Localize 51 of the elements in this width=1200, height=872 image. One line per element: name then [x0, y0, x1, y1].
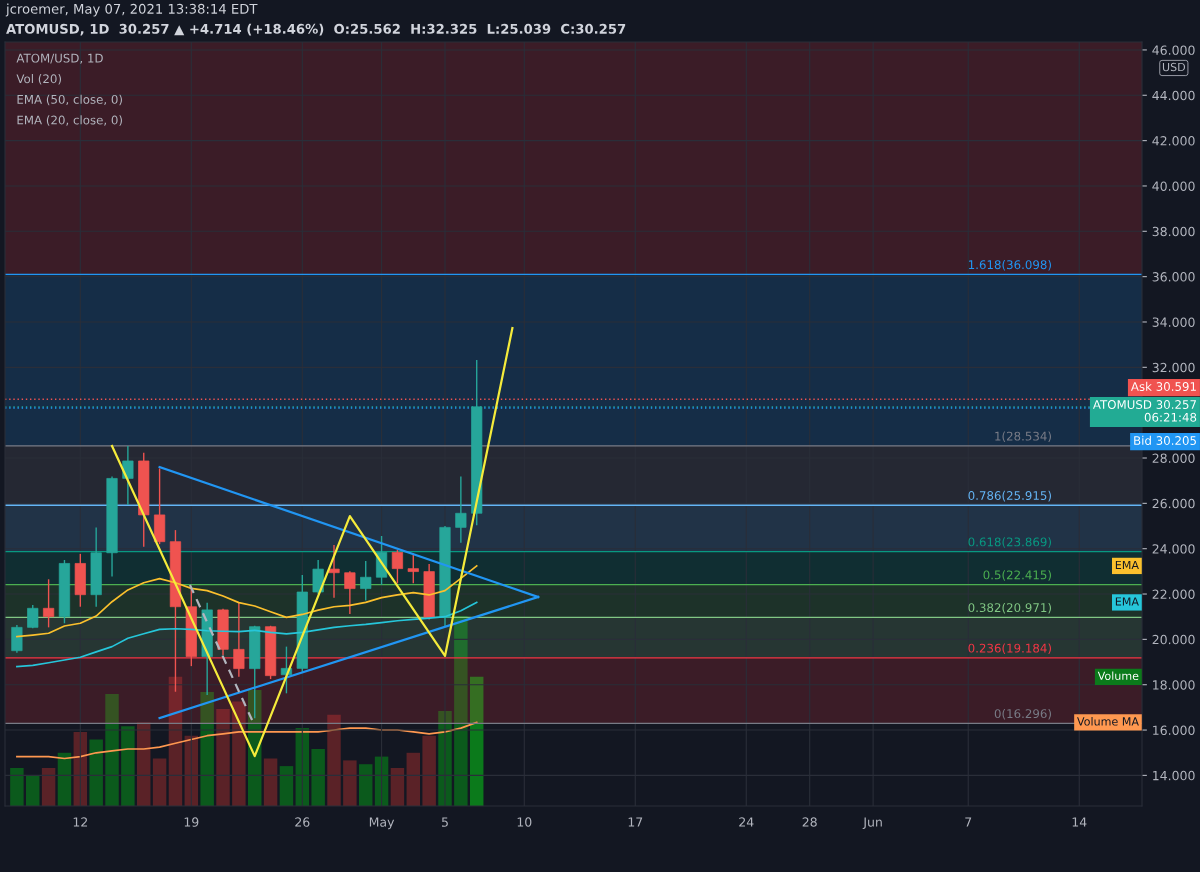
y-tick-label: 36.000	[1152, 272, 1195, 282]
y-tick-label: 16.000	[1153, 725, 1195, 735]
x-tick-label: 24	[739, 817, 754, 827]
y-tick-label: 20.000	[1152, 634, 1195, 645]
y-tick-label: 18.000	[1153, 680, 1195, 690]
y-axis-title: USD	[1162, 62, 1186, 72]
x-tick-label: 14	[1072, 817, 1087, 827]
ref-line-label: 0.5(22.415)	[983, 570, 1051, 581]
x-tick-label: 28	[802, 817, 817, 827]
ref-line-label: 1(28.534)	[995, 431, 1051, 442]
annotation: EMA (20, close, 0)	[17, 115, 122, 126]
text: jcroemer, May 07, 2021 13:38:14 EDT	[5, 3, 258, 17]
text: ATOM/USD, 1D	[16, 53, 103, 64]
y-tick-label: 38.000	[1152, 226, 1195, 237]
text: EMA	[1115, 560, 1139, 569]
y-tick-label: 42.000	[1152, 136, 1195, 146]
ref-line-label: 0.618(23.869)	[968, 537, 1051, 548]
ref-line-label: 0(16.296)	[994, 708, 1051, 720]
y-tick-label: 34.000	[1152, 317, 1195, 327]
ref-line-label: Ask 30.591	[1130, 381, 1196, 391]
y-tick-label: 44.000	[1152, 90, 1195, 101]
y-tick-label: 28.000	[1152, 453, 1195, 463]
x-tick-label: 19	[184, 817, 199, 827]
ref-line-label: ATOMUSD 30.257	[1092, 400, 1196, 409]
ref-line-label: 0.236(19.184)	[968, 643, 1051, 654]
x-tick-label: 5	[441, 817, 448, 827]
x-tick-label: 12	[73, 817, 88, 827]
annotation: Vol (20)	[16, 74, 62, 85]
y-tick-label: 46.000	[1152, 45, 1195, 55]
text: Volume MA	[1077, 717, 1139, 726]
text: 06:21:48	[1144, 412, 1197, 422]
ref-line-label: Bid 30.205	[1134, 435, 1196, 445]
x-tick-label: 17	[628, 817, 643, 827]
x-tick-label: 7	[965, 817, 972, 827]
text: EMA	[1115, 597, 1139, 606]
y-tick-label: 40.000	[1152, 181, 1195, 191]
y-tick-label: 32.000	[1152, 362, 1195, 373]
annotation: EMA (50, close, 0)	[17, 94, 122, 106]
text: ATOMUSD, 1D 30.257 ▲ +4.714 (+18.46%) O:25.562 H:32.325 L:25.039 C:30.257	[6, 23, 626, 36]
ref-line-label: 0.786(25.915)	[968, 490, 1051, 502]
x-tick-label: 10	[517, 817, 532, 827]
text: Volume	[1097, 671, 1139, 681]
x-tick-label: May	[369, 817, 395, 830]
ref-line-label: 1.618(36.098)	[968, 260, 1051, 271]
x-tick-label: 26	[295, 817, 310, 827]
ref-line-label: 0.382(20.971)	[968, 602, 1051, 614]
x-tick-label: Jun	[862, 817, 882, 830]
y-tick-label: 14.000	[1153, 770, 1195, 781]
y-tick-label: 24.000	[1152, 544, 1195, 554]
y-tick-label: 26.000	[1152, 498, 1195, 509]
y-tick-label: 22.000	[1152, 589, 1195, 599]
